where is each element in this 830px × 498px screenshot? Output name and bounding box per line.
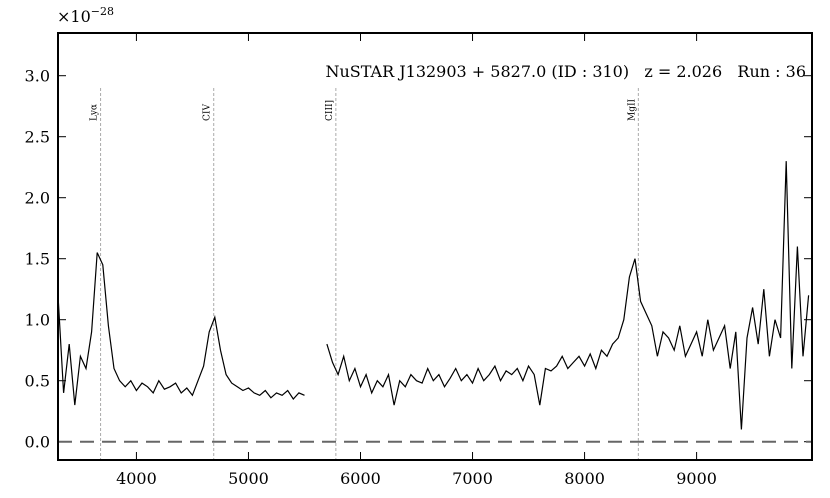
y-tick-label: 1.0 — [25, 311, 50, 330]
emission-label: Lyα — [90, 104, 100, 121]
y-tick-label: 3.0 — [25, 67, 50, 86]
spectrum-line — [58, 161, 810, 430]
emission-label: CIII] — [325, 100, 335, 121]
y-tick-label: 2.5 — [25, 128, 50, 147]
y-scale-label: ×10−28 — [57, 5, 114, 26]
chart-title: NuSTAR J132903 + 5827.0 (ID : 310) z = 2… — [325, 62, 806, 81]
y-tick-label: 2.0 — [25, 189, 50, 208]
x-tick-label: 4000 — [116, 469, 157, 488]
y-scale-exponent: −28 — [91, 5, 114, 18]
y-scale-base: ×10 — [57, 7, 91, 26]
emission-label: CIV — [203, 104, 213, 121]
y-tick-label: 1.5 — [25, 250, 50, 269]
x-tick-label: 7000 — [452, 469, 493, 488]
x-tick-label: 8000 — [564, 469, 605, 488]
plot-frame — [57, 32, 813, 461]
y-tick-label: 0.5 — [25, 372, 50, 391]
emission-label: MgII — [627, 98, 637, 121]
y-tick-label: 0.0 — [25, 433, 50, 452]
x-tick-label: 5000 — [228, 469, 269, 488]
x-tick-label: 6000 — [340, 469, 381, 488]
x-tick-label: 9000 — [676, 469, 717, 488]
